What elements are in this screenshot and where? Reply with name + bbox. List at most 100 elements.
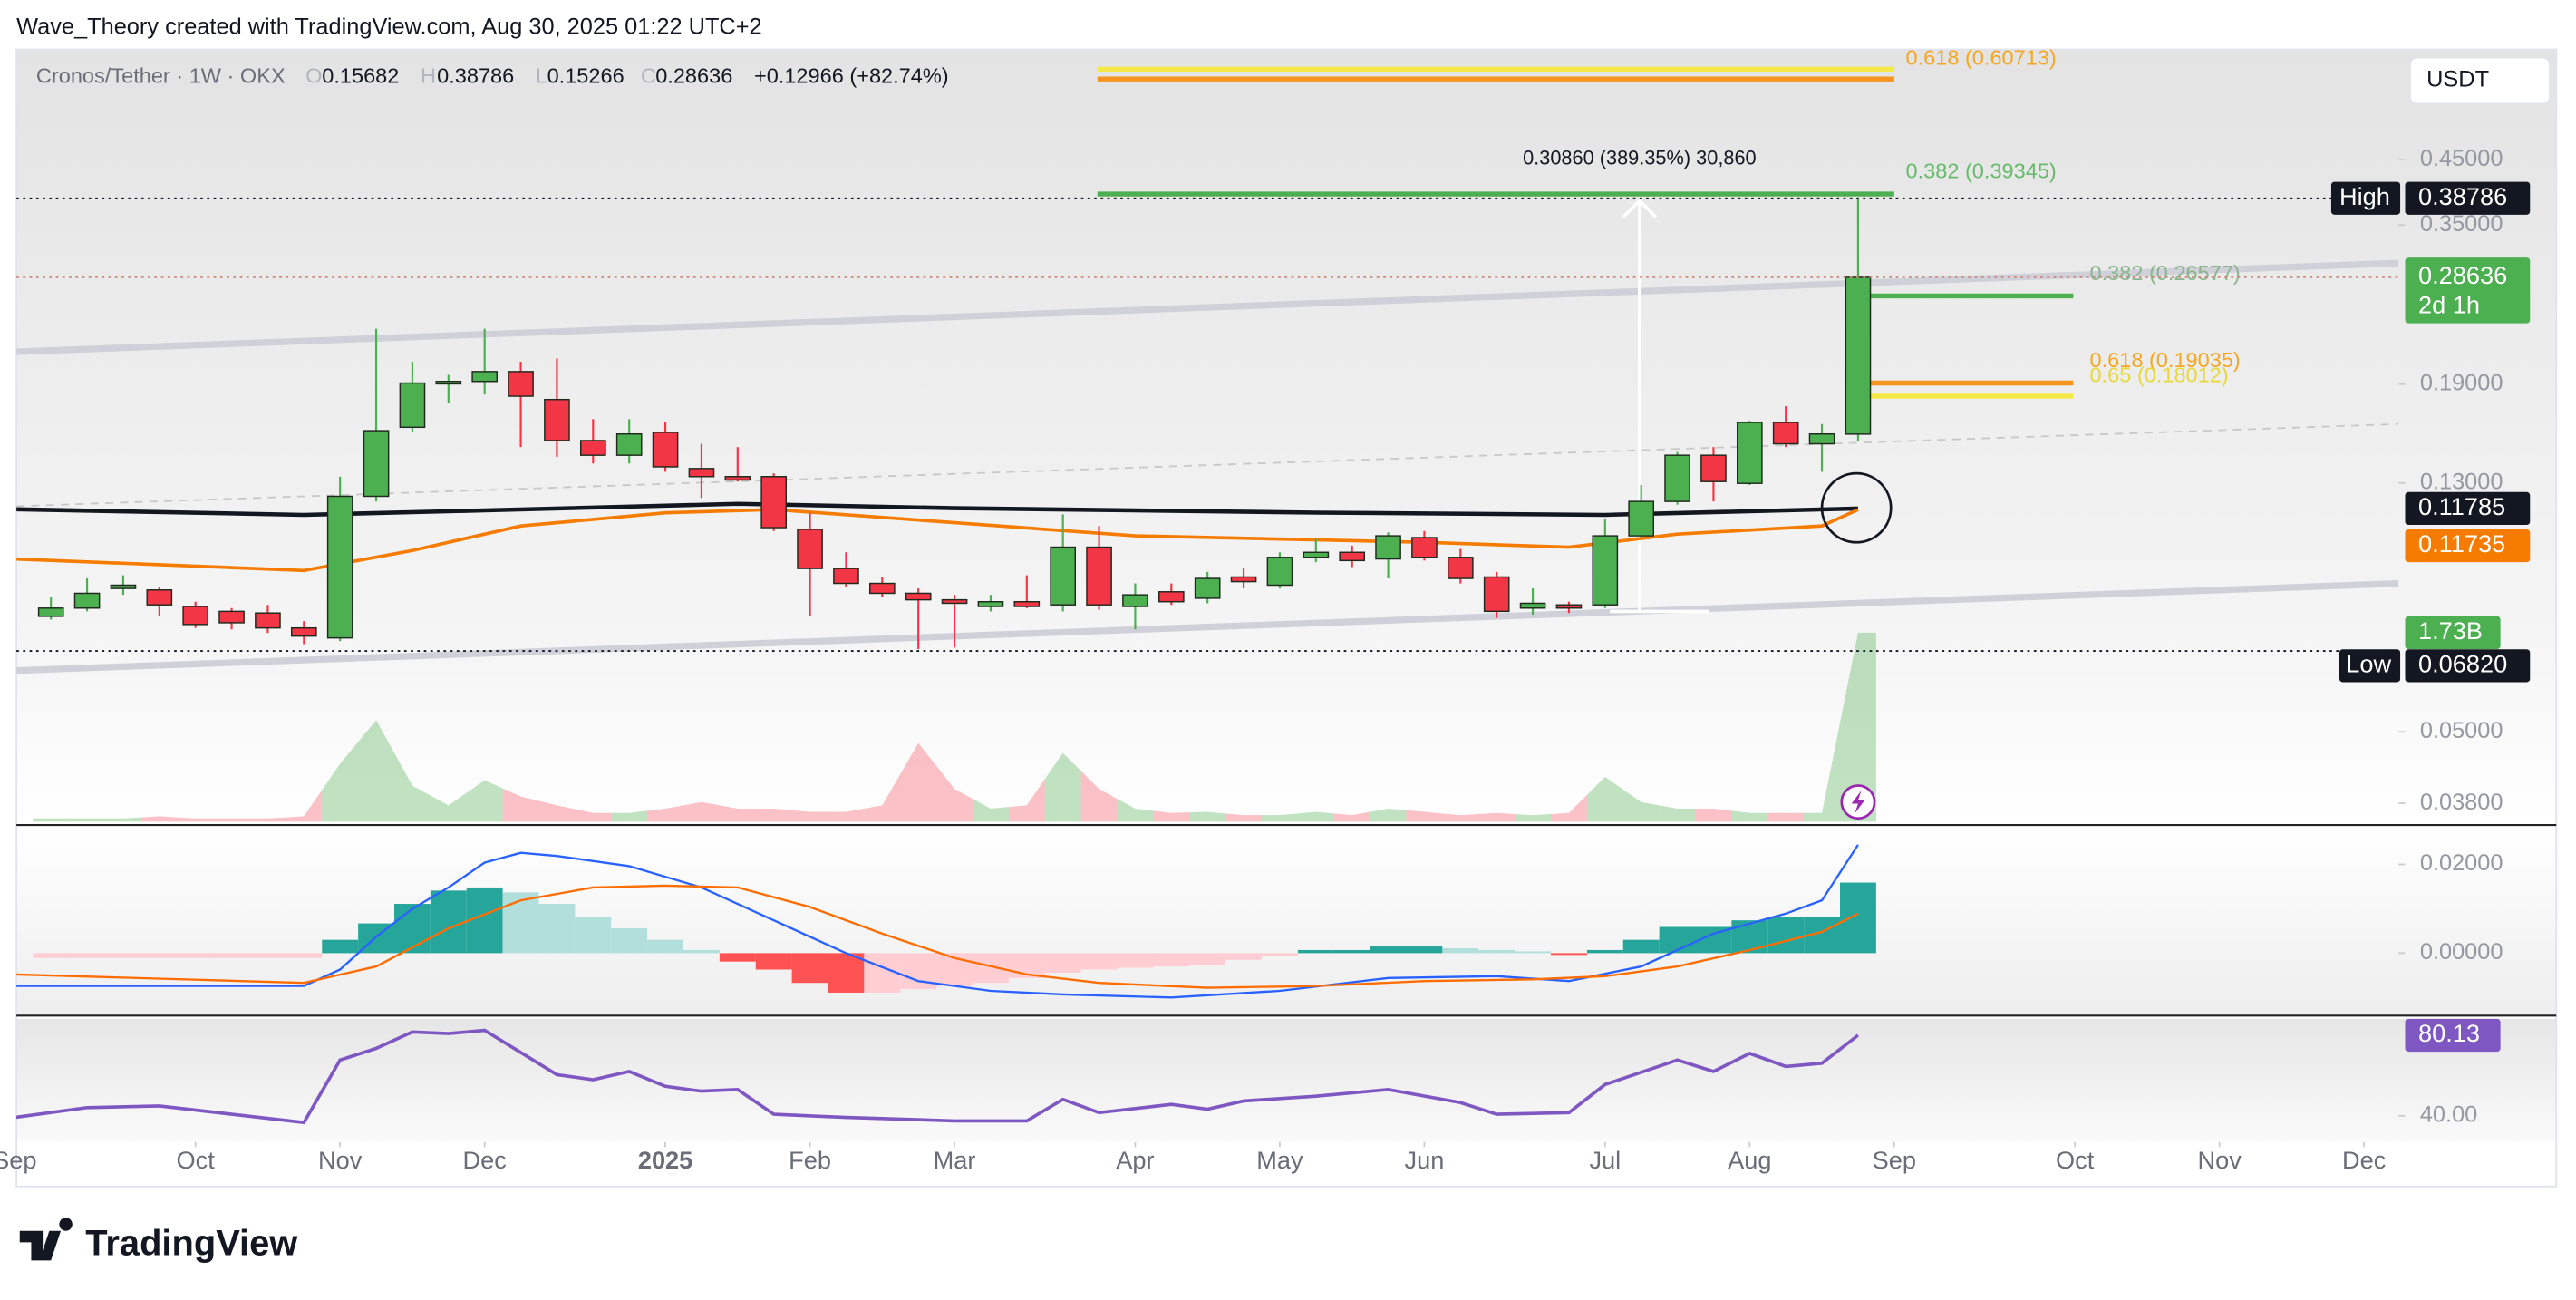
volume-area bbox=[538, 800, 576, 822]
volume-area bbox=[1117, 799, 1154, 822]
measure-arrowhead bbox=[1622, 198, 1658, 218]
volume-area bbox=[1659, 805, 1696, 822]
volume-area bbox=[575, 809, 612, 822]
volume-area bbox=[1008, 779, 1045, 822]
brand: TradingView bbox=[85, 1224, 298, 1264]
candle-body bbox=[1230, 576, 1257, 583]
candle-body bbox=[941, 598, 968, 605]
volume-area bbox=[286, 790, 323, 822]
legend-field: L bbox=[536, 64, 547, 88]
candle-body bbox=[110, 584, 137, 589]
volume-area bbox=[1080, 771, 1118, 822]
x-tick-label: Mar bbox=[934, 1146, 976, 1174]
macd-bar bbox=[213, 953, 250, 958]
macd-bar bbox=[538, 904, 576, 954]
candle-body bbox=[1447, 557, 1474, 579]
candle-body bbox=[1519, 602, 1546, 609]
volume-area bbox=[828, 808, 865, 822]
price-badge bbox=[2405, 616, 2501, 650]
volume-area bbox=[1804, 723, 1840, 822]
volume-area bbox=[864, 773, 901, 822]
currency-box[interactable] bbox=[2409, 56, 2551, 105]
fib-label: 0.382 (0.39345) bbox=[1906, 160, 2057, 183]
candle-body bbox=[1157, 591, 1185, 603]
volume-area bbox=[1478, 812, 1516, 822]
macd-bar bbox=[1442, 948, 1479, 954]
candle-body bbox=[1411, 537, 1438, 558]
volume-area bbox=[249, 817, 286, 822]
candle-body bbox=[1303, 551, 1330, 558]
candle-body bbox=[833, 568, 859, 585]
macd-bar bbox=[430, 890, 467, 954]
macd-tick-label: 0.00000 bbox=[2420, 939, 2503, 965]
plot-area bbox=[16, 198, 2366, 1148]
y-tick-label: 0.45000 bbox=[2420, 146, 2503, 171]
candle-body bbox=[1664, 454, 1690, 502]
volume-area bbox=[1767, 812, 1805, 822]
candle-body bbox=[652, 432, 679, 468]
macd-bar bbox=[1840, 882, 1876, 954]
volume-area bbox=[1333, 811, 1370, 822]
y-tick-label: 0.19000 bbox=[2420, 370, 2503, 395]
legend-change: +0.12966 (+82.74%) bbox=[754, 64, 949, 88]
macd-bar bbox=[1659, 926, 1696, 954]
rsi-line bbox=[16, 1028, 1860, 1125]
candle-body bbox=[1736, 422, 1763, 484]
price-badge-label: 0.06820 bbox=[2418, 650, 2507, 678]
macd-bar bbox=[1370, 946, 1407, 954]
macd-bar bbox=[1622, 939, 1660, 954]
volume-area bbox=[33, 818, 70, 822]
candle-body bbox=[1339, 551, 1366, 562]
candle-body bbox=[290, 626, 317, 637]
candle-body bbox=[508, 371, 534, 397]
macd-bar bbox=[1262, 953, 1298, 956]
volume-area bbox=[611, 810, 648, 822]
volume-area bbox=[791, 810, 828, 822]
rsi-pane bbox=[16, 1018, 2557, 1142]
candle-body bbox=[218, 610, 245, 624]
y-tick-label: 0.35000 bbox=[2420, 211, 2503, 237]
currency[interactable]: USDT bbox=[2426, 67, 2489, 92]
price-badge bbox=[2405, 181, 2531, 215]
alert-bolt bbox=[1851, 790, 1865, 814]
x-tick-label: Oct bbox=[177, 1146, 216, 1174]
high-label: High bbox=[2339, 182, 2390, 210]
x-tick-label: Dec bbox=[463, 1146, 507, 1174]
price-badge-label: 1.73B bbox=[2418, 616, 2483, 645]
fib-label: 0.382 (0.26577) bbox=[2090, 261, 2241, 285]
volume-area bbox=[1731, 810, 1768, 822]
candle-body bbox=[146, 589, 173, 606]
candle-body bbox=[1772, 422, 1799, 445]
macd-bar bbox=[1333, 949, 1370, 954]
brand-logo bbox=[19, 1218, 73, 1261]
volume-area bbox=[1695, 808, 1732, 822]
price-badge-label: 0.38786 bbox=[2418, 182, 2507, 210]
fib-label: 0.618 (0.60713) bbox=[1906, 46, 2057, 70]
volume-area bbox=[1840, 632, 1876, 822]
macd-bar bbox=[1406, 946, 1443, 954]
fib-label: 0.618 (0.19035) bbox=[2090, 348, 2241, 372]
candle-body bbox=[760, 476, 788, 529]
macd-bar bbox=[502, 892, 539, 954]
volume-area bbox=[358, 720, 394, 822]
candle-body bbox=[977, 600, 1004, 607]
macd-bar bbox=[177, 953, 214, 958]
candle-body bbox=[905, 592, 932, 601]
legend-symbol: Cronos/Tether · 1W · OKX bbox=[36, 64, 286, 88]
macd-bar bbox=[1586, 949, 1623, 954]
y-tick-label: 0.05000 bbox=[2420, 718, 2503, 743]
volume-area bbox=[719, 805, 756, 822]
macd-line bbox=[16, 884, 1859, 989]
candle-body bbox=[73, 592, 101, 609]
volume-area bbox=[213, 818, 250, 822]
y-tick-label: 0.03800 bbox=[2420, 790, 2503, 815]
macd-bar bbox=[1189, 953, 1226, 965]
moving-average bbox=[16, 508, 1859, 573]
volume-area bbox=[69, 818, 105, 822]
macd-bar bbox=[683, 949, 720, 954]
candle-body bbox=[615, 432, 643, 456]
y-tick-label: 0.13000 bbox=[2420, 469, 2503, 494]
price-pane bbox=[16, 49, 2557, 822]
